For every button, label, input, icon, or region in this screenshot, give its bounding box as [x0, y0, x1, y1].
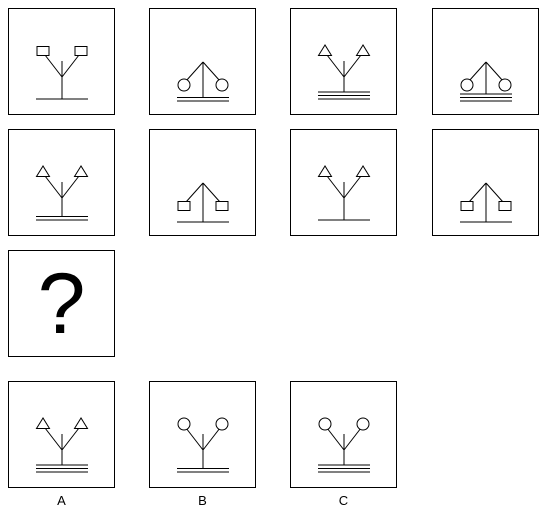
sequence-figure-6 — [149, 129, 256, 236]
triangle-terminal — [355, 165, 371, 177]
square-terminal — [74, 46, 88, 56]
right-arm-line — [202, 182, 221, 203]
left-arm-line — [44, 54, 63, 78]
figure-drawing — [460, 182, 512, 223]
sequence-figure-2 — [149, 8, 256, 115]
square-terminal — [177, 201, 191, 211]
figure-drawing — [36, 46, 88, 100]
figure-drawing — [317, 165, 371, 221]
circle-terminal — [356, 417, 370, 431]
circle-terminal — [215, 78, 229, 92]
circle-terminal — [215, 417, 229, 431]
left-arm-line — [185, 427, 204, 451]
left-arm-line — [44, 427, 63, 451]
right-arm-line — [485, 182, 504, 203]
square-terminal — [215, 201, 229, 211]
left-arm-line — [326, 54, 345, 78]
right-arm-line — [343, 175, 362, 199]
sequence-figure-4 — [432, 8, 539, 115]
circle-terminal — [318, 417, 332, 431]
triangle-terminal — [73, 165, 89, 177]
right-arm-line — [343, 427, 362, 451]
option-a-label: A — [57, 493, 66, 508]
square-terminal — [36, 46, 50, 56]
option-c[interactable] — [290, 381, 397, 488]
figure-drawing — [317, 44, 371, 100]
circle-terminal — [177, 417, 191, 431]
right-arm-line — [485, 61, 504, 82]
circle-terminal — [460, 78, 474, 92]
left-arm-line — [185, 182, 204, 203]
figure-drawing — [177, 182, 229, 223]
triangle-terminal — [35, 417, 51, 429]
square-terminal — [460, 201, 474, 211]
right-arm-line — [61, 54, 80, 78]
right-arm-line — [61, 175, 80, 199]
sequence-figure-5 — [8, 129, 115, 236]
triangle-terminal — [317, 165, 333, 177]
left-arm-line — [468, 182, 487, 203]
triangle-terminal — [35, 165, 51, 177]
triangle-terminal — [73, 417, 89, 429]
triangle-terminal — [355, 44, 371, 56]
question-mark: ? — [37, 255, 86, 352]
option-b[interactable] — [149, 381, 256, 488]
square-terminal — [498, 201, 512, 211]
question-cell: ? — [8, 250, 115, 357]
right-arm-line — [202, 61, 221, 82]
circle-terminal — [498, 78, 512, 92]
sequence-figure-1 — [8, 8, 115, 115]
option-a[interactable] — [8, 381, 115, 488]
left-arm-line — [44, 175, 63, 199]
figure-drawing — [35, 417, 89, 473]
sequence-figure-8 — [432, 129, 539, 236]
figure-drawing — [35, 165, 89, 221]
right-arm-line — [202, 427, 221, 451]
left-arm-line — [326, 175, 345, 199]
triangle-terminal — [317, 44, 333, 56]
circle-terminal — [177, 78, 191, 92]
sequence-figure-3 — [290, 8, 397, 115]
left-arm-line — [468, 61, 487, 82]
right-arm-line — [61, 427, 80, 451]
right-arm-line — [343, 54, 362, 78]
figure-drawing — [318, 417, 370, 473]
option-b-label: B — [198, 493, 207, 508]
figure-drawing — [177, 417, 229, 473]
left-arm-line — [185, 61, 204, 82]
figure-drawing — [177, 61, 229, 102]
sequence-figure-7 — [290, 129, 397, 236]
option-c-label: C — [338, 493, 349, 508]
left-arm-line — [326, 427, 345, 451]
figure-drawing — [460, 61, 512, 102]
